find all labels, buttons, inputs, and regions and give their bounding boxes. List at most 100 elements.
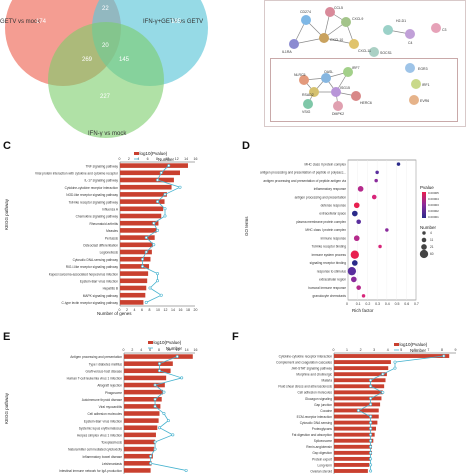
panel-c-number-point [141,264,145,268]
panel-d-legend-number-title: Number [420,225,437,230]
panel-e-top-tick: 14 [185,348,189,352]
network-graph: CD274 CCL5 CXCL9 CXCL10 IL1RA CXCL11 H2-… [282,6,447,116]
panel-d-term-label: humoral immune response [308,286,346,290]
panel-d-point [353,202,360,209]
panel-e-top-tick: 2 [131,348,133,352]
panel-c-top-tick: 10 [165,157,169,161]
panel-f-bar [334,414,379,419]
panel-d-x-tick: 0.1 [356,302,361,306]
panel-d-term-label: plasma membrane protein complex [296,220,346,224]
panel-e-bar [124,461,152,466]
panel-f-top-tick: 8 [441,348,443,352]
panel-f-number-point [369,421,373,425]
panel-d-size-key [421,237,427,243]
network-label-evr6: EVR6 [420,99,429,103]
network-node-cxcl11 [349,39,359,49]
panel-f-bar [334,402,381,407]
panel-f-category-label: Cocaine [320,409,332,413]
panel-c-number-point [144,250,148,254]
panel-d-point [351,260,358,266]
panel-e-category-label: Type I diabetes mellitus [89,362,123,366]
panel-d-size-key [421,244,427,250]
panel-c-category-label: Cytosolic DNA-sensing pathway [73,258,119,262]
panel-c-category-label: MAPK signaling pathway [83,294,119,298]
panel-c-bar [120,300,144,305]
panel-f-category-label: Cytosolic DNA sensing [300,421,332,425]
panel-e-top-tick: 12 [176,348,180,352]
panel-e-number-point [149,454,153,458]
panel-e-top-tick: 4 [140,348,142,352]
panel-c-bar [120,206,164,212]
panel-e-category-label: Inflammatory bowel disease [82,455,122,459]
panel-e-bar [124,453,153,459]
network-label-ccl5: CCL5 [334,6,343,10]
panel-f-number-point [369,469,373,473]
network-node-evr6 [409,95,419,105]
panel-c-number-point [144,236,148,240]
network-label-il1ra: IL1RA [282,50,292,54]
panel-d-x-tick: 0.2 [365,302,370,306]
network-node-cxcl10 [319,33,329,43]
panel-d-point [375,170,379,175]
panel-d-term-label: immune response [321,236,347,240]
panel-c-bar [120,235,155,240]
panel-c-bottom-tick: 0 [119,308,121,312]
panel-c-category-label: IL-17 signaling pathway [85,179,119,183]
panel-d-term-label: MHC class I protein complex [305,228,346,232]
panel-d-point [353,235,360,242]
panel-f-category-label: Fat digestion and absorption [292,433,332,437]
panel-d-point [356,219,361,225]
panel-f-legend-title: -log10(Pvalue) [398,342,428,347]
panel-f-top-tick: 6 [414,348,416,352]
panel-c-category-label: Viral protein interaction with cytokine … [35,171,119,175]
panel-d-term-label: antigen processing and presentation of p… [260,171,346,175]
network-label-rsad2: RSAD2 [302,93,314,97]
panel-d-size-key [422,231,426,235]
venn-count-left: 174 [36,19,47,25]
panel-f-number-point [369,378,373,382]
panel-f-bar [334,378,386,383]
panel-c-number-point [148,286,152,290]
network-label-cxcl11: CXCL11 [358,49,371,53]
panel-f-legend-number: Number [410,348,427,353]
panel-e-category-label: Autoimmune thyroid disease [82,398,122,402]
panel-d-point [374,178,378,183]
panel-e-chart: 0 2 4 6 8 10 12 14 16 Antigen processing and pres… [59,341,197,474]
network-label-nlrc5: NLRC5 [294,73,306,77]
panel-f-bar [334,384,385,389]
panel-e-category-label: Leishmaniasis [102,462,123,466]
panel-f-number-point [369,439,373,443]
panel-c-legend-number: Number [158,157,175,162]
panel-c-bar [120,242,153,248]
network-node-socs1 [369,47,379,57]
network-node-irf7 [343,67,353,77]
panel-d-term-label: antigen processing and presentation [295,195,347,199]
panel-e-number-point [153,440,157,444]
panel-c-bottom-tick: 2 [126,308,128,312]
panel-c-bar [120,228,157,233]
panel-c-chart: 024681012141602468101214161820TNF signal… [35,152,197,312]
venn-bottom-label: IFN-γ vs mock [88,131,127,137]
panel-c-bar [120,278,148,284]
panel-f-number-point [369,457,373,461]
panel-e-category-label: Human T-cell leukemia virus 1 infection [67,377,123,381]
panel-c-bottom-tick: 4 [134,308,136,312]
panel-e-bar [124,418,159,423]
panel-f-top-tick: 5 [400,348,402,352]
panel-d-size-label: 60 [430,252,434,256]
panel-f-top-tick: 4 [387,348,389,352]
panel-d-legend-pvalue-title: Pvalue [420,185,434,190]
panel-c-number-point [156,200,160,204]
panel-c-bottom-tick: 14 [171,308,175,312]
panel-f-category-label: Cytokine-cytokine receptor interaction [279,354,333,358]
panel-c-number-point [167,164,171,168]
panel-f-legend-bar-swatch [394,343,399,346]
panel-f-bar [334,462,370,467]
panel-e-number-point [153,404,157,408]
panel-c-bar [120,256,151,262]
panel-f-number-point [393,360,397,364]
network-node-isg15 [331,87,341,97]
panel-d-term-label: MHC class II protein complex [305,162,347,166]
panel-e-number-point [171,433,175,437]
